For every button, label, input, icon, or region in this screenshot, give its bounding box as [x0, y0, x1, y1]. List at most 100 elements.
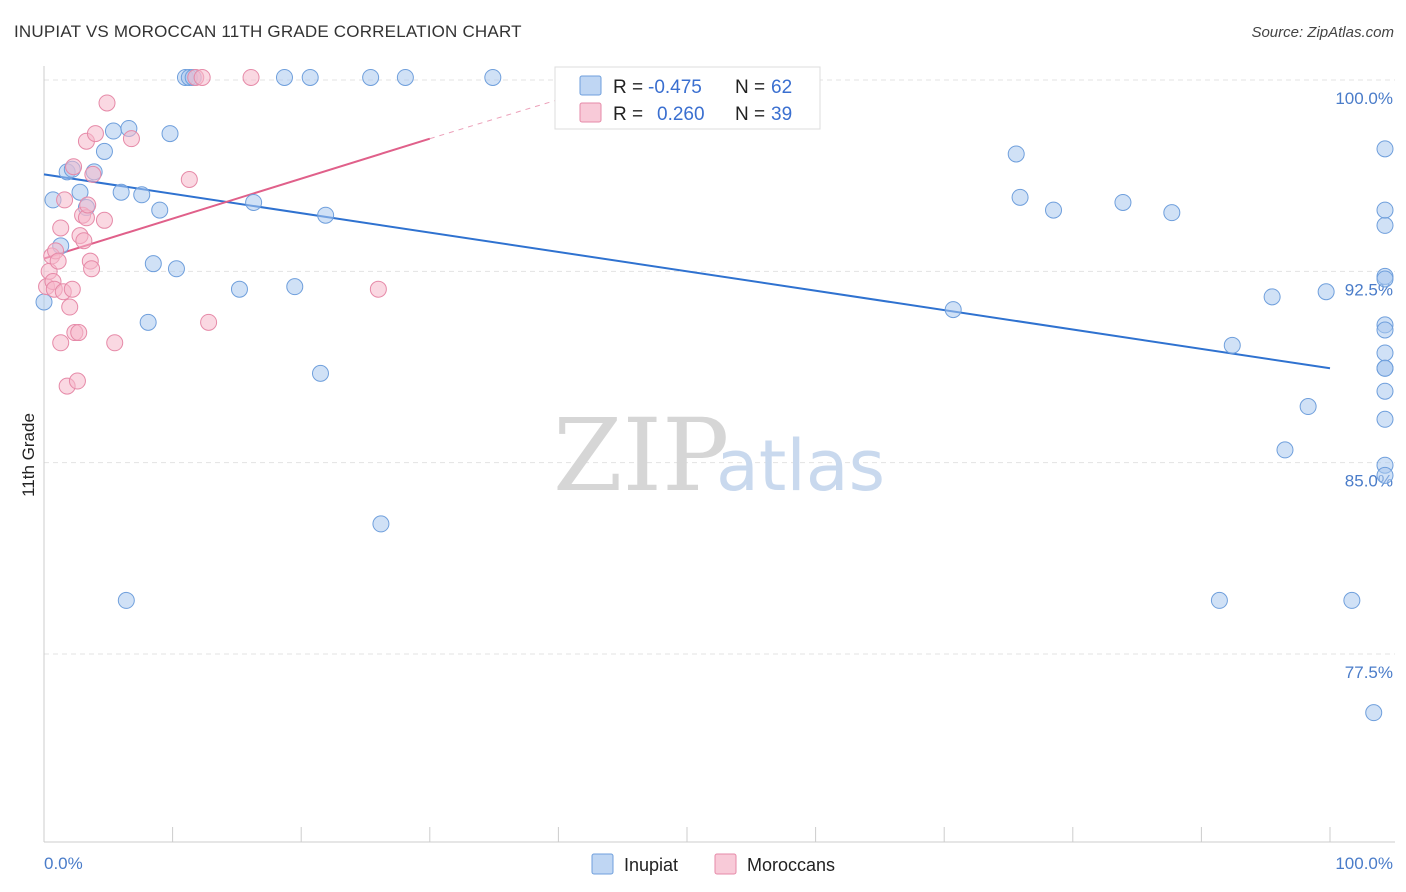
point-inupiat-27 [311, 364, 329, 382]
point-moroccans-27 [86, 125, 104, 143]
point-inupiat-29 [362, 68, 380, 86]
series-legend-label-inupiat: Inupiat [624, 855, 678, 875]
point-inupiat-34 [944, 301, 962, 319]
legend-r-value-inupiat: -0.475 [648, 77, 702, 98]
point-moroccans-25 [83, 260, 101, 278]
point-moroccans-6 [49, 252, 67, 270]
legend-n-label-moroccans: N = [735, 104, 765, 125]
point-inupiat-41 [1223, 336, 1241, 354]
chart-title: INUPIAT VS MOROCCAN 11TH GRADE CORRELATI… [14, 22, 522, 41]
point-inupiat-47 [1365, 704, 1383, 722]
legend-r-label-moroccans: R = [613, 104, 643, 125]
point-moroccans-17 [70, 324, 88, 342]
point-moroccans-8 [52, 334, 70, 352]
point-inupiat-18 [167, 260, 185, 278]
point-inupiat-24 [275, 68, 293, 86]
legend-r-value-moroccans: 0.260 [657, 104, 705, 125]
point-inupiat-35 [1007, 145, 1025, 163]
point-moroccans-34 [193, 68, 211, 86]
trend-line-extension-moroccans [429, 79, 623, 140]
y-axis-title: 11th Grade [19, 413, 38, 497]
point-inupiat-42 [1263, 288, 1281, 306]
point-moroccans-14 [65, 158, 83, 176]
point-inupiat-28 [317, 206, 335, 224]
point-moroccans-28 [95, 211, 113, 229]
legend-n-value-inupiat: 62 [771, 77, 792, 98]
point-moroccans-26 [84, 165, 102, 183]
point-inupiat-37 [1045, 201, 1063, 219]
x-tick-label-1: 100.0% [1335, 854, 1393, 873]
watermark-atlas: atlas [716, 425, 885, 507]
point-inupiat-38 [1114, 193, 1132, 211]
point-inupiat-59 [1376, 410, 1394, 428]
point-moroccans-29 [98, 94, 116, 112]
series-legend-swatch-moroccans [714, 853, 737, 875]
point-moroccans-23 [79, 196, 97, 214]
point-inupiat-60 [1376, 201, 1394, 219]
point-moroccans-35 [200, 313, 218, 331]
point-inupiat-40 [1210, 591, 1228, 609]
point-moroccans-30 [106, 334, 124, 352]
point-moroccans-16 [68, 372, 86, 390]
point-inupiat-44 [1299, 398, 1317, 416]
point-inupiat-43 [1276, 441, 1294, 459]
point-inupiat-55 [1376, 321, 1394, 339]
point-inupiat-5 [71, 183, 89, 201]
point-moroccans-36 [242, 68, 260, 86]
point-inupiat-11 [117, 591, 135, 609]
point-inupiat-13 [133, 186, 151, 204]
point-moroccans-32 [180, 170, 198, 188]
point-inupiat-16 [151, 201, 169, 219]
point-inupiat-50 [1376, 382, 1394, 400]
x-tick-label-0: 0.0% [44, 854, 83, 873]
point-moroccans-20 [75, 232, 93, 250]
y-tick-label-0: 100.0% [1335, 89, 1393, 108]
point-inupiat-23 [245, 193, 263, 211]
legend-r-label-inupiat: R = [613, 77, 643, 98]
point-moroccans-10 [56, 191, 74, 209]
point-inupiat-36 [1011, 188, 1029, 206]
point-moroccans-13 [63, 280, 81, 298]
point-inupiat-45 [1317, 283, 1335, 301]
correlation-legend: R = -0.475 N = 62 R = 0.260 N = 39 [554, 66, 821, 130]
legend-n-label-inupiat: N = [735, 77, 765, 98]
point-inupiat-14 [139, 313, 157, 331]
point-inupiat-10 [112, 183, 130, 201]
point-inupiat-9 [104, 122, 122, 140]
point-inupiat-58 [1376, 359, 1394, 377]
point-moroccans-31 [122, 130, 140, 148]
point-inupiat-61 [1376, 270, 1394, 288]
gridlines [44, 79, 1395, 655]
legend-swatch-moroccans [579, 102, 602, 123]
point-inupiat-52 [1376, 216, 1394, 234]
watermark: ZIP atlas [553, 397, 885, 514]
data-points [35, 68, 1394, 722]
series-legend-swatch-inupiat [591, 853, 614, 875]
point-inupiat-49 [1376, 140, 1394, 158]
point-moroccans-12 [61, 298, 79, 316]
axes [43, 66, 1395, 843]
point-inupiat-15 [144, 255, 162, 273]
point-inupiat-22 [230, 280, 248, 298]
point-inupiat-56 [1376, 344, 1394, 362]
point-inupiat-46 [1343, 591, 1361, 609]
series-legend: Inupiat Moroccans [591, 853, 835, 875]
point-inupiat-51 [1376, 466, 1394, 484]
point-inupiat-32 [484, 68, 502, 86]
point-inupiat-0 [35, 293, 53, 311]
legend-swatch-inupiat [579, 75, 602, 96]
point-inupiat-8 [95, 142, 113, 160]
chart-source: Source: ZipAtlas.com [1251, 24, 1394, 41]
point-inupiat-31 [396, 68, 414, 86]
point-inupiat-25 [286, 278, 304, 296]
point-moroccans-7 [52, 219, 70, 237]
point-inupiat-17 [161, 125, 179, 143]
point-inupiat-26 [301, 68, 319, 86]
y-tick-label-3: 77.5% [1345, 663, 1393, 682]
point-inupiat-30 [372, 515, 390, 533]
legend-n-value-moroccans: 39 [771, 104, 792, 125]
point-moroccans-37 [369, 280, 387, 298]
series-legend-label-moroccans: Moroccans [747, 855, 835, 875]
watermark-zip: ZIP [553, 397, 729, 514]
